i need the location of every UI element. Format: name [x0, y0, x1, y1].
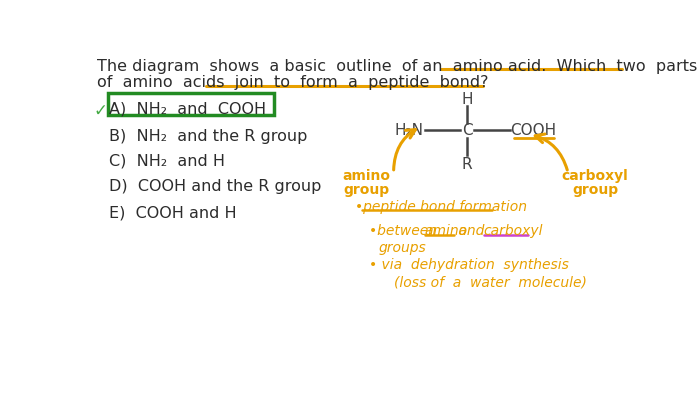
Text: group: group: [344, 183, 390, 196]
Text: carboxyl: carboxyl: [561, 169, 629, 183]
Text: of  amino  acids  join  to  form  a  peptide  bond?: of amino acids join to form a peptide bo…: [97, 75, 489, 90]
Text: groups: groups: [378, 241, 426, 255]
Text: •peptide bond formation: •peptide bond formation: [355, 200, 527, 214]
Text: COOH: COOH: [510, 123, 556, 138]
Text: amino: amino: [425, 224, 468, 238]
Text: A)  NH₂  and  COOH: A) NH₂ and COOH: [109, 102, 266, 117]
Text: amino: amino: [342, 169, 391, 183]
Bar: [108, 94, 274, 115]
Text: • via  dehydration  synthesis: • via dehydration synthesis: [369, 258, 568, 272]
Text: H₂N: H₂N: [395, 123, 424, 138]
Text: R: R: [462, 157, 472, 172]
Text: The diagram  shows  a basic  outline  of an  amino acid.  Which  two  parts: The diagram shows a basic outline of an …: [97, 59, 697, 74]
Text: •between: •between: [369, 224, 441, 238]
Text: ✓: ✓: [94, 102, 108, 120]
Text: D)  COOH and the R group: D) COOH and the R group: [109, 179, 321, 194]
Text: group: group: [572, 183, 618, 196]
Text: C)  NH₂  and H: C) NH₂ and H: [109, 153, 225, 169]
Text: carboxyl: carboxyl: [484, 224, 543, 238]
Text: and: and: [454, 224, 489, 238]
Text: (loss of  a  water  molecule): (loss of a water molecule): [393, 275, 587, 289]
Text: C: C: [462, 123, 472, 138]
Text: H: H: [461, 92, 473, 107]
Text: E)  COOH and H: E) COOH and H: [109, 205, 237, 220]
Text: B)  NH₂  and the R group: B) NH₂ and the R group: [109, 129, 307, 144]
